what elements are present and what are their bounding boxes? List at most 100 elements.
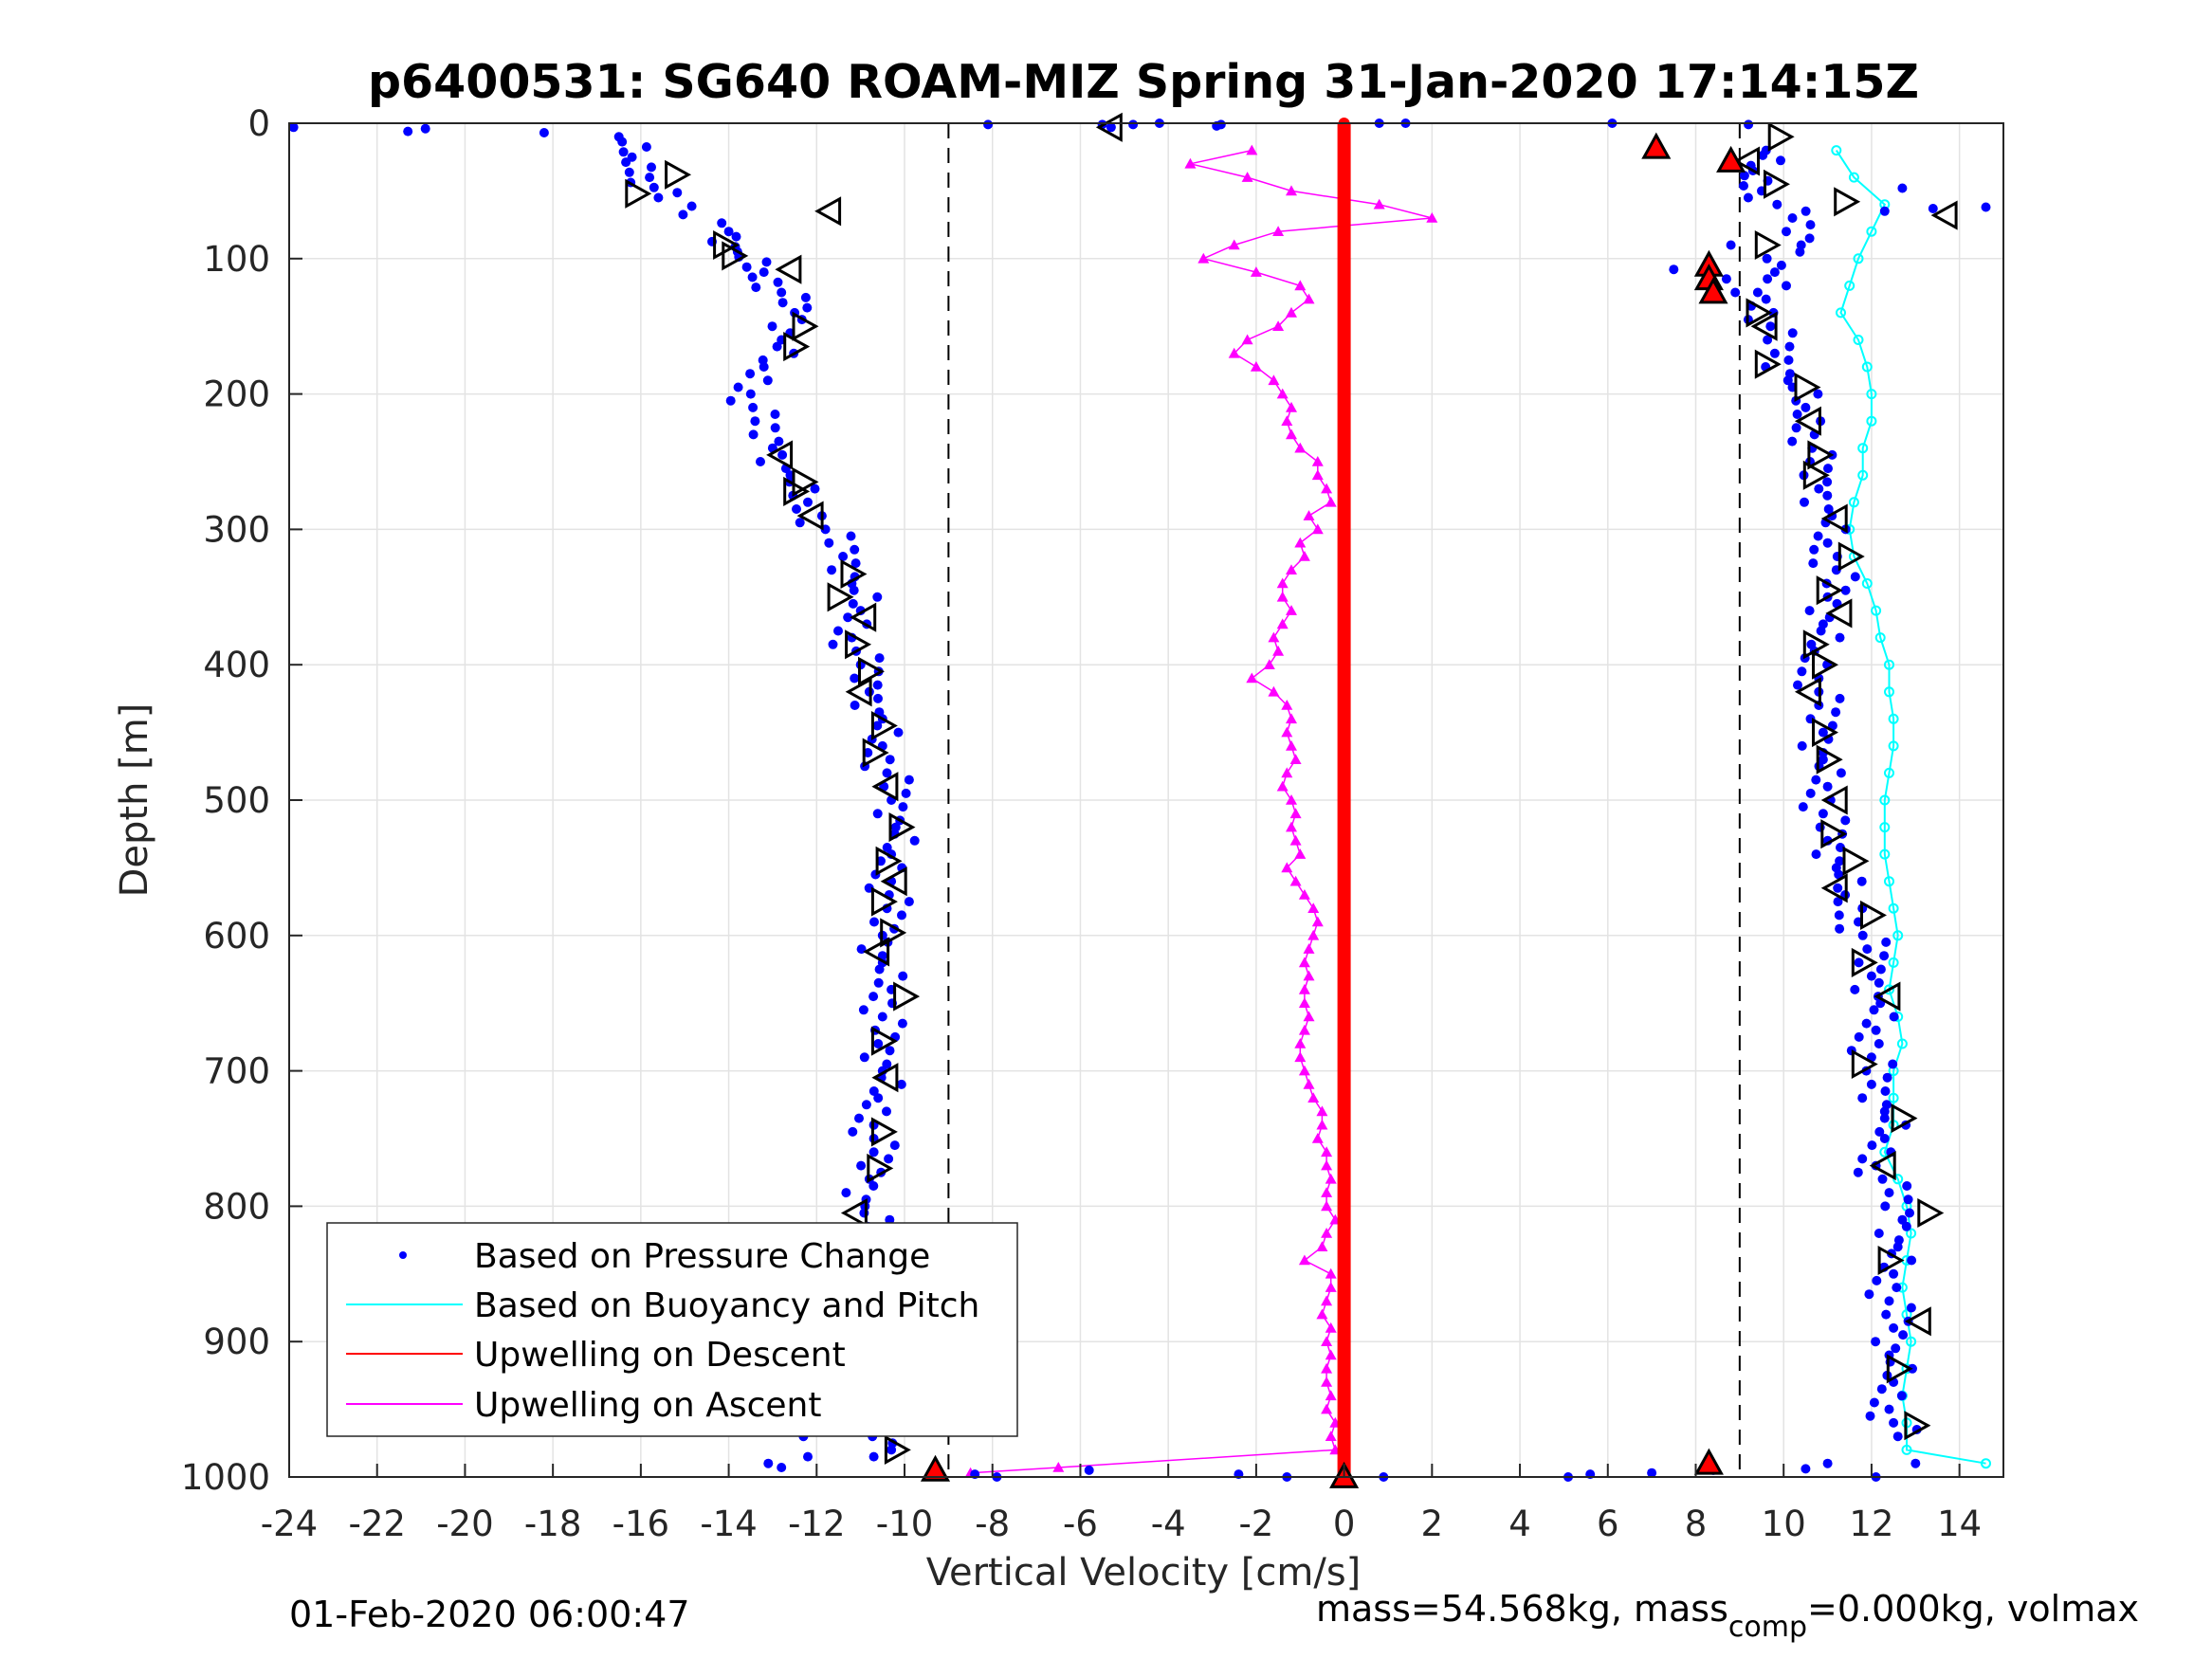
upwelling-ascent-point <box>1286 739 1297 751</box>
pressure-change-ascent-point <box>1808 558 1819 569</box>
y-axis-ticks: 0 100 200 300 400 500 600 700 800 900 1000 <box>181 103 302 1498</box>
open-triangle-marker <box>1877 1245 1905 1276</box>
upwelling-ascent-point <box>1286 605 1297 615</box>
y-tick-label: 900 <box>203 1322 270 1362</box>
upwelling-ascent-point <box>1289 808 1302 819</box>
pressure-change-descent-point <box>861 1100 871 1110</box>
pressure-change-ascent-point <box>1769 348 1780 358</box>
y-tick-label: 400 <box>203 645 270 685</box>
pressure-change-descent-point <box>901 788 911 798</box>
pressure-change-ascent-point <box>1869 1005 1879 1015</box>
pressure-change-outlier <box>1216 119 1226 130</box>
pressure-change-ascent-point <box>1784 341 1795 352</box>
pressure-change-descent-point <box>873 1093 884 1103</box>
open-triangle-marker <box>1837 541 1865 572</box>
buoyancy-pitch-point <box>1879 822 1891 833</box>
pressure-change-outlier <box>1822 1458 1833 1468</box>
pressure-change-descent-point <box>868 1147 879 1158</box>
upwelling-ascent-point <box>1321 483 1333 494</box>
open-triangle-marker <box>1930 200 1958 230</box>
open-triangle-marker <box>1816 575 1843 606</box>
pressure-change-ascent-point <box>1776 260 1786 270</box>
upwelling-ascent-point <box>1281 862 1293 873</box>
upwelling-descent-point <box>1338 1065 1350 1077</box>
upwelling-descent-point <box>1338 794 1350 806</box>
upwelling-ascent-point <box>1307 929 1320 940</box>
pressure-change-ascent-point <box>1901 1221 1911 1231</box>
pressure-change-ascent-point <box>1874 1039 1884 1048</box>
pressure-change-descent-point <box>858 1005 868 1015</box>
pressure-change-ascent-point <box>1739 181 1748 191</box>
pressure-change-descent-point <box>759 362 769 372</box>
upwelling-ascent-point <box>1325 1322 1337 1333</box>
buoyancy-pitch-point <box>1861 578 1873 589</box>
pressure-change-ascent-point <box>1763 274 1773 284</box>
open-triangle-marker <box>870 710 898 741</box>
pressure-change-descent-point <box>882 1059 892 1069</box>
open-triangle-marker <box>1812 718 1838 748</box>
pressure-change-ascent-point <box>1772 199 1782 210</box>
pressure-change-ascent-point <box>1892 1431 1903 1442</box>
open-triangle-marker <box>1820 503 1848 534</box>
pressure-change-ascent-point <box>1801 206 1811 216</box>
pressure-change-descent-point <box>672 188 683 198</box>
upwelling-ascent-point <box>1303 970 1315 981</box>
upwelling-ascent-point <box>1281 700 1293 710</box>
buoyancy-pitch-point <box>1892 1174 1904 1185</box>
open-triangle-marker <box>871 1063 899 1093</box>
pressure-change-ascent-point <box>1816 626 1826 636</box>
series-upwelling-on-ascent <box>964 144 1438 1478</box>
pressure-change-descent-point <box>909 835 920 846</box>
upwelling-ascent-point <box>1298 1065 1310 1076</box>
pressure-change-ascent-point <box>1874 1229 1884 1238</box>
pressure-change-descent-point <box>733 382 743 392</box>
pressure-change-descent-point <box>770 410 780 419</box>
pressure-change-descent-point <box>850 701 860 710</box>
upwelling-ascent-point <box>1321 1146 1333 1158</box>
pressure-change-ascent-point <box>1879 1106 1890 1117</box>
y-tick-label: 700 <box>203 1051 270 1092</box>
x-tick-label: -12 <box>788 1504 845 1544</box>
upwelling-ascent-point <box>1294 1051 1307 1063</box>
pressure-change-outlier <box>1128 119 1139 130</box>
upwelling-ascent-point <box>1298 983 1310 994</box>
pressure-change-descent-point <box>777 287 787 298</box>
pressure-change-ascent-point <box>1880 1086 1891 1096</box>
buoyancy-pitch-point <box>1884 686 1894 698</box>
pressure-change-ascent-point <box>1805 220 1816 230</box>
pressure-change-descent-point <box>773 277 783 287</box>
pressure-change-descent-point <box>874 964 885 975</box>
x-tick-label: -14 <box>700 1504 757 1544</box>
pressure-change-descent-point <box>897 1018 907 1029</box>
pressure-change-descent-point <box>678 210 688 220</box>
pressure-change-descent-point <box>761 257 772 267</box>
pressure-change-descent-point <box>824 538 834 548</box>
x-tick-label: 6 <box>1597 1504 1619 1544</box>
pressure-change-ascent-point <box>1892 1242 1903 1252</box>
pressure-change-ascent-point <box>1739 171 1749 181</box>
pressure-change-ascent-point <box>1822 477 1833 487</box>
x-tick-label: 10 <box>1762 1504 1806 1544</box>
buoyancy-pitch-point <box>1896 1038 1908 1049</box>
pressure-change-descent-point <box>885 1046 895 1056</box>
x-axis-ticks: -24 -22 -20 -18 -16 -14 -12 -10 -8 -6 -4 -2 0 2 4 6 8 10 1… <box>261 1464 1982 1544</box>
open-triangle-marker <box>1746 298 1773 328</box>
pressure-change-ascent-point <box>1822 490 1833 501</box>
pressure-change-ascent-point <box>1797 740 1807 751</box>
pressure-change-descent-point <box>792 504 801 514</box>
pressure-change-descent-point <box>653 192 664 203</box>
pressure-change-outlier <box>1106 122 1116 133</box>
open-triangle-marker <box>850 602 877 632</box>
pressure-change-descent-point <box>833 626 843 636</box>
pressure-change-descent-point <box>893 727 904 738</box>
pressure-change-ascent-point <box>1797 666 1807 677</box>
buoyancy-pitch-point <box>1884 984 1894 995</box>
upwelling-descent-point <box>1338 1336 1350 1348</box>
y-axis-label: Depth [m] <box>113 703 156 898</box>
upwelling-ascent-point <box>1276 618 1289 629</box>
pressure-change-ascent-point <box>1884 1404 1894 1414</box>
pressure-change-ascent-point <box>1902 1181 1912 1191</box>
pressure-change-descent-point <box>751 283 761 293</box>
upwelling-ascent-point <box>1276 388 1289 399</box>
open-triangle-marker <box>1851 1048 1878 1080</box>
